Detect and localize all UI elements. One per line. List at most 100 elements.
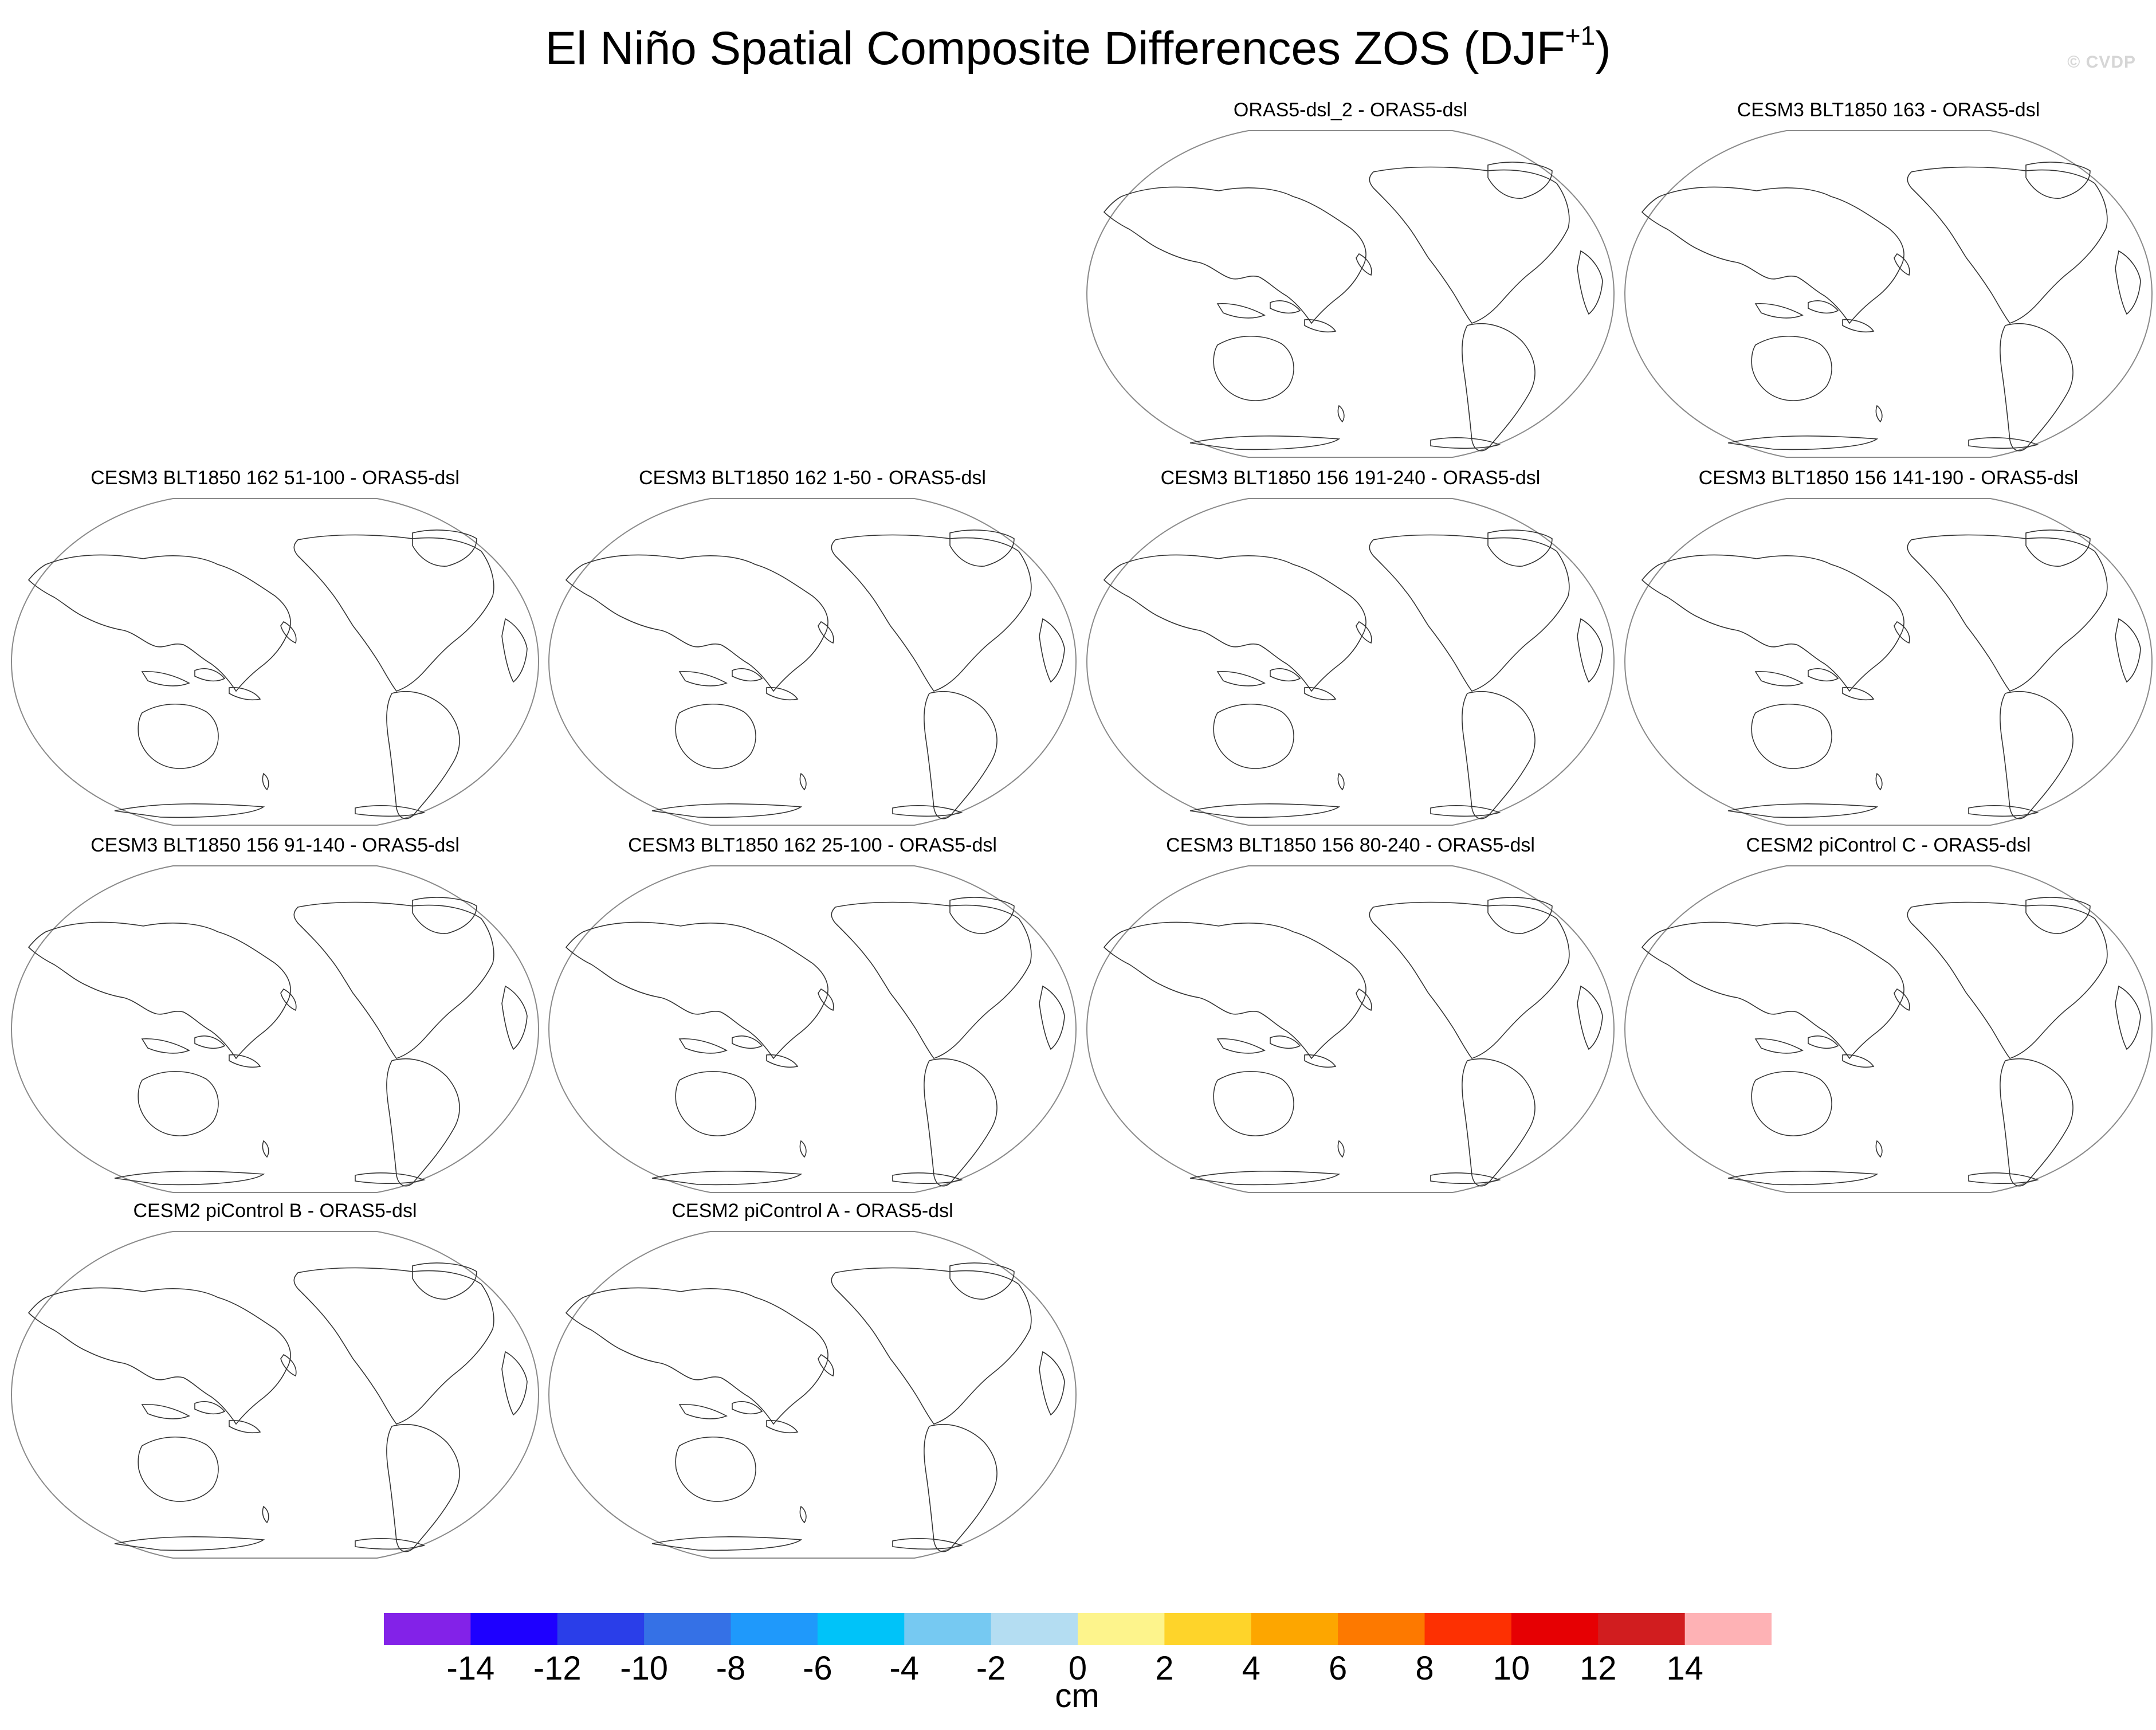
coastlines <box>28 1262 528 1552</box>
coastline <box>2000 323 2073 452</box>
coastline <box>1968 805 2039 817</box>
coastline <box>1304 686 1337 701</box>
coastline <box>386 1424 460 1552</box>
colorbar-tick-label: 12 <box>1579 1650 1617 1687</box>
coastline <box>141 1403 190 1419</box>
coastline <box>949 529 1015 567</box>
coastline <box>1039 618 1065 683</box>
coastline <box>1430 805 1501 817</box>
coastline <box>262 1505 269 1524</box>
map-boundary <box>10 498 540 826</box>
coastline <box>280 988 297 1011</box>
coastline <box>1462 323 1535 452</box>
coastline <box>28 1287 291 1425</box>
panel-title: CESM3 BLT1850 156 141-190 - ORAS5-dsl <box>1698 467 2079 489</box>
world-map-panel <box>1086 865 1615 1193</box>
coastline <box>1808 668 1839 682</box>
coastline <box>1304 319 1337 333</box>
world-map-panel <box>548 865 1077 1193</box>
coastline <box>766 686 799 701</box>
coastline <box>1103 921 1366 1060</box>
coastline <box>1875 1140 1883 1158</box>
coastline <box>229 1419 261 1434</box>
coastline <box>501 1351 528 1416</box>
map-boundary <box>1086 865 1615 1193</box>
coastline <box>138 703 219 769</box>
coastline <box>194 668 226 682</box>
coastline <box>949 897 1015 934</box>
map-boundary <box>1086 130 1615 458</box>
coastline <box>892 1538 963 1550</box>
coastline <box>675 703 756 769</box>
coastline <box>1213 703 1294 769</box>
coastline <box>194 1035 226 1049</box>
coastlines <box>565 897 1065 1187</box>
coastline <box>1754 303 1804 319</box>
coastline <box>1189 436 1341 450</box>
world-map-panel <box>10 865 540 1193</box>
coastline <box>1356 621 1372 644</box>
coastline <box>262 1140 269 1158</box>
panel-title: CESM3 BLT1850 156 191-240 - ORAS5-dsl <box>1160 467 1541 489</box>
colorbar-swatch <box>1598 1613 1686 1645</box>
coastlines <box>565 1262 1065 1552</box>
coastline <box>355 1172 426 1184</box>
coastline <box>565 1287 828 1425</box>
coastline <box>949 1262 1015 1300</box>
colorbar-swatch <box>557 1613 645 1645</box>
coastline <box>1754 1038 1804 1054</box>
coastline <box>114 1171 265 1186</box>
panel-title: CESM2 piControl A - ORAS5-dsl <box>671 1200 953 1222</box>
panel-title: CESM3 BLT1850 156 80-240 - ORAS5-dsl <box>1166 834 1535 856</box>
coastline <box>280 1354 297 1377</box>
coastline <box>1216 670 1266 686</box>
colorbar-swatch <box>1424 1613 1512 1645</box>
coastline <box>114 803 265 818</box>
panel-title: CESM3 BLT1850 162 51-100 - ORAS5-dsl <box>91 467 460 489</box>
coastline <box>766 1054 799 1068</box>
colorbar-swatch <box>1338 1613 1425 1645</box>
world-map-panel <box>10 498 540 826</box>
main-title-superscript: +1 <box>1565 21 1596 50</box>
world-map-panel <box>548 1231 1077 1559</box>
world-map-panel <box>1624 498 2153 826</box>
map-boundary <box>548 1231 1077 1559</box>
coastline <box>1727 1171 1879 1186</box>
colorbar-swatch <box>1078 1613 1165 1645</box>
map-boundary <box>1624 130 2153 458</box>
coastline <box>799 772 807 791</box>
panel-title: CESM3 BLT1850 163 - ORAS5-dsl <box>1737 99 2040 121</box>
coastline <box>766 1419 799 1434</box>
coastline <box>114 1536 265 1551</box>
map-boundary <box>10 865 540 1193</box>
coastline <box>1907 166 2108 324</box>
coastline <box>1337 1140 1345 1158</box>
coastline <box>412 1262 477 1300</box>
coastline <box>141 1038 190 1054</box>
coastline <box>1213 1070 1294 1136</box>
coastline <box>229 1054 261 1068</box>
colorbar-tick-label: -14 <box>446 1650 495 1687</box>
coastline <box>1968 437 2039 449</box>
coastline <box>262 772 269 791</box>
colorbar-swatch <box>1251 1613 1338 1645</box>
panel-title: CESM2 piControl B - ORAS5-dsl <box>133 1200 417 1222</box>
coastline <box>1727 436 1879 450</box>
coastline <box>1369 901 1570 1059</box>
coastline <box>1907 901 2108 1059</box>
coastline <box>280 621 297 644</box>
colorbar-tick-label: -4 <box>889 1650 920 1687</box>
coastline <box>1641 554 1904 692</box>
coastline <box>1968 1172 2039 1184</box>
coastline <box>1487 529 1553 567</box>
coastline <box>1577 618 1603 683</box>
coastline <box>818 988 834 1011</box>
coastlines <box>28 529 528 819</box>
colorbar-swatch <box>904 1613 992 1645</box>
coastline <box>1487 897 1553 934</box>
coastlines <box>28 897 528 1187</box>
colorbar-tick-label: -6 <box>803 1650 832 1687</box>
coastline <box>1462 1058 1535 1187</box>
coastline <box>1369 534 1570 692</box>
coastline <box>293 901 494 1059</box>
